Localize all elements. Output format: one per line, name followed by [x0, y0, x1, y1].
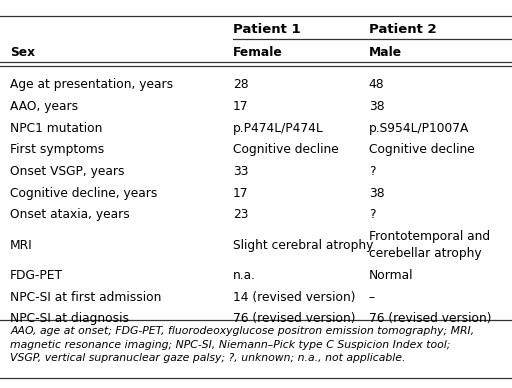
Text: p.P474L/P474L: p.P474L/P474L: [233, 121, 324, 135]
Text: Onset ataxia, years: Onset ataxia, years: [10, 208, 130, 222]
Text: 38: 38: [369, 187, 385, 200]
Text: 14 (revised version): 14 (revised version): [233, 291, 355, 304]
Text: Cognitive decline: Cognitive decline: [369, 143, 475, 156]
Text: Patient 2: Patient 2: [369, 23, 436, 36]
Text: First symptoms: First symptoms: [10, 143, 104, 156]
Text: 28: 28: [233, 78, 249, 91]
Text: Normal: Normal: [369, 269, 413, 282]
Text: FDG-PET: FDG-PET: [10, 269, 63, 282]
Text: 48: 48: [369, 78, 385, 91]
Text: Patient 1: Patient 1: [233, 23, 301, 36]
Text: n.a.: n.a.: [233, 269, 256, 282]
Text: Frontotemporal and: Frontotemporal and: [369, 230, 490, 243]
Text: 17: 17: [233, 100, 248, 113]
Text: Onset VSGP, years: Onset VSGP, years: [10, 165, 125, 178]
Text: NPC-SI at diagnosis: NPC-SI at diagnosis: [10, 312, 129, 326]
Text: –: –: [369, 291, 375, 304]
Text: AAO, age at onset; FDG-PET, fluorodeoxyglucose positron emission tomography; MRI: AAO, age at onset; FDG-PET, fluorodeoxyg…: [10, 326, 475, 363]
Text: p.S954L/P1007A: p.S954L/P1007A: [369, 121, 469, 135]
Text: AAO, years: AAO, years: [10, 100, 78, 113]
Text: Male: Male: [369, 46, 402, 59]
Text: NPC-SI at first admission: NPC-SI at first admission: [10, 291, 162, 304]
Text: 33: 33: [233, 165, 248, 178]
Text: ?: ?: [369, 208, 375, 222]
Text: Age at presentation, years: Age at presentation, years: [10, 78, 174, 91]
Text: cerebellar atrophy: cerebellar atrophy: [369, 247, 481, 260]
Text: 76 (revised version): 76 (revised version): [233, 312, 355, 326]
Text: Slight cerebral atrophy: Slight cerebral atrophy: [233, 239, 373, 252]
Text: Female: Female: [233, 46, 283, 59]
Text: 76 (revised version): 76 (revised version): [369, 312, 491, 326]
Text: MRI: MRI: [10, 239, 33, 252]
Text: Cognitive decline, years: Cognitive decline, years: [10, 187, 158, 200]
Text: NPC1 mutation: NPC1 mutation: [10, 121, 102, 135]
Text: Cognitive decline: Cognitive decline: [233, 143, 339, 156]
Text: Sex: Sex: [10, 46, 35, 59]
Text: ?: ?: [369, 165, 375, 178]
Text: 17: 17: [233, 187, 248, 200]
Text: 23: 23: [233, 208, 248, 222]
Text: 38: 38: [369, 100, 385, 113]
